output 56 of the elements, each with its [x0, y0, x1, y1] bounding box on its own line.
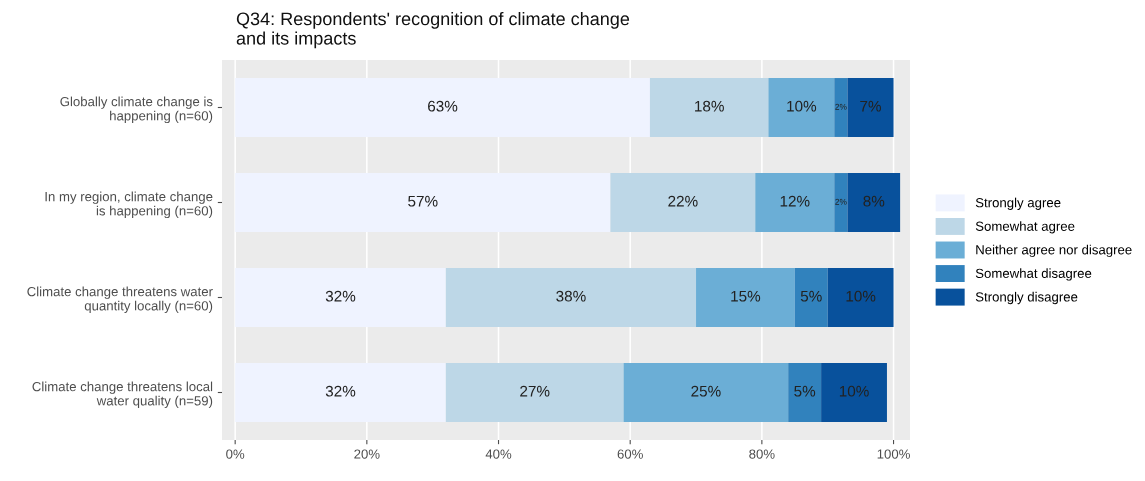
data-label: 5% — [794, 385, 816, 397]
bar — [445, 363, 624, 422]
bar — [768, 78, 835, 137]
legend-label: Strongly disagree — [975, 291, 1078, 305]
data-label: 63% — [428, 100, 458, 112]
bar — [235, 78, 650, 137]
data-label: 38% — [556, 290, 586, 302]
bar — [235, 173, 611, 232]
bar — [623, 363, 789, 422]
bar — [610, 173, 756, 232]
y-tick-label: In my region, climate change is happening (n=60) — [45, 191, 213, 219]
data-label: 22% — [668, 195, 698, 207]
chart-title: Q34: Respondents' recognition of climate change and its impacts — [236, 12, 630, 49]
data-label: 32% — [325, 385, 356, 397]
data-label: 12% — [780, 195, 810, 207]
legend-label: Somewhat agree — [975, 221, 1075, 234]
y-tick-label: Climate change threatens local water quality (n=59) — [32, 381, 213, 409]
bar — [788, 363, 822, 422]
x-tick-label: 80% — [749, 449, 775, 459]
data-label: 32% — [325, 290, 356, 302]
bar — [445, 268, 697, 327]
data-label: 7% — [860, 100, 881, 112]
legend-label: Strongly agree — [975, 197, 1061, 210]
x-tick-label: 40% — [485, 449, 512, 459]
bar — [235, 363, 446, 422]
bar — [235, 268, 446, 327]
bar — [696, 268, 795, 327]
y-tick-label: Globally climate change is happening (n=60) — [60, 96, 213, 124]
bar — [847, 173, 901, 232]
data-label: 18% — [695, 100, 724, 112]
y-tick-label: Climate change threatens water quantity locally (n=60) — [27, 286, 213, 314]
bar — [821, 363, 887, 422]
bar — [847, 78, 894, 137]
data-label: 27% — [520, 385, 550, 397]
legend-label: Somewhat disagree — [975, 268, 1092, 281]
bar — [834, 78, 848, 137]
data-label: 8% — [863, 195, 885, 207]
data-label: 57% — [408, 195, 438, 207]
data-label: 2% — [835, 103, 847, 110]
data-label: 25% — [691, 385, 721, 397]
x-tick-label: 20% — [354, 449, 380, 459]
x-tick-label: 0% — [226, 449, 245, 459]
bar — [794, 268, 828, 327]
data-label: 2% — [835, 198, 847, 205]
x-tick-label: 60% — [617, 449, 643, 459]
bar — [755, 173, 835, 232]
data-label: 10% — [846, 290, 876, 302]
data-label: 5% — [800, 290, 822, 302]
data-label: 15% — [731, 290, 761, 302]
data-label: 10% — [787, 100, 817, 112]
bar — [649, 78, 769, 137]
legend-label: Neither agree nor disagree — [976, 244, 1132, 258]
data-label: 10% — [839, 385, 869, 397]
x-tick-label: 100% — [877, 449, 910, 459]
bar — [834, 173, 848, 232]
bar — [827, 268, 894, 327]
